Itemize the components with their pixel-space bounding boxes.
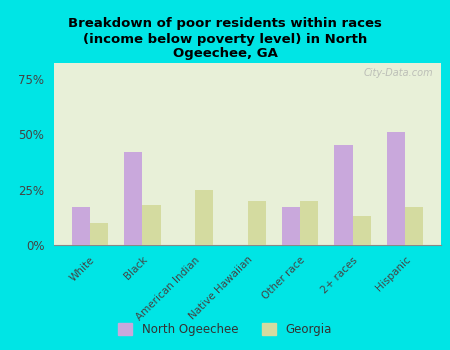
- Bar: [90, 223, 108, 245]
- Text: City-Data.com: City-Data.com: [364, 69, 433, 78]
- Bar: [195, 189, 213, 245]
- Bar: [248, 201, 266, 245]
- Legend: North Ogeechee, Georgia: North Ogeechee, Georgia: [113, 318, 337, 341]
- Bar: [143, 205, 161, 245]
- Bar: [387, 132, 405, 245]
- Text: Breakdown of poor residents within races
(income below poverty level) in North
O: Breakdown of poor residents within races…: [68, 18, 382, 61]
- Bar: [72, 207, 90, 245]
- Bar: [405, 207, 423, 245]
- Bar: [352, 216, 371, 245]
- Bar: [282, 207, 300, 245]
- Bar: [300, 201, 319, 245]
- Bar: [124, 152, 143, 245]
- Bar: [334, 145, 352, 245]
